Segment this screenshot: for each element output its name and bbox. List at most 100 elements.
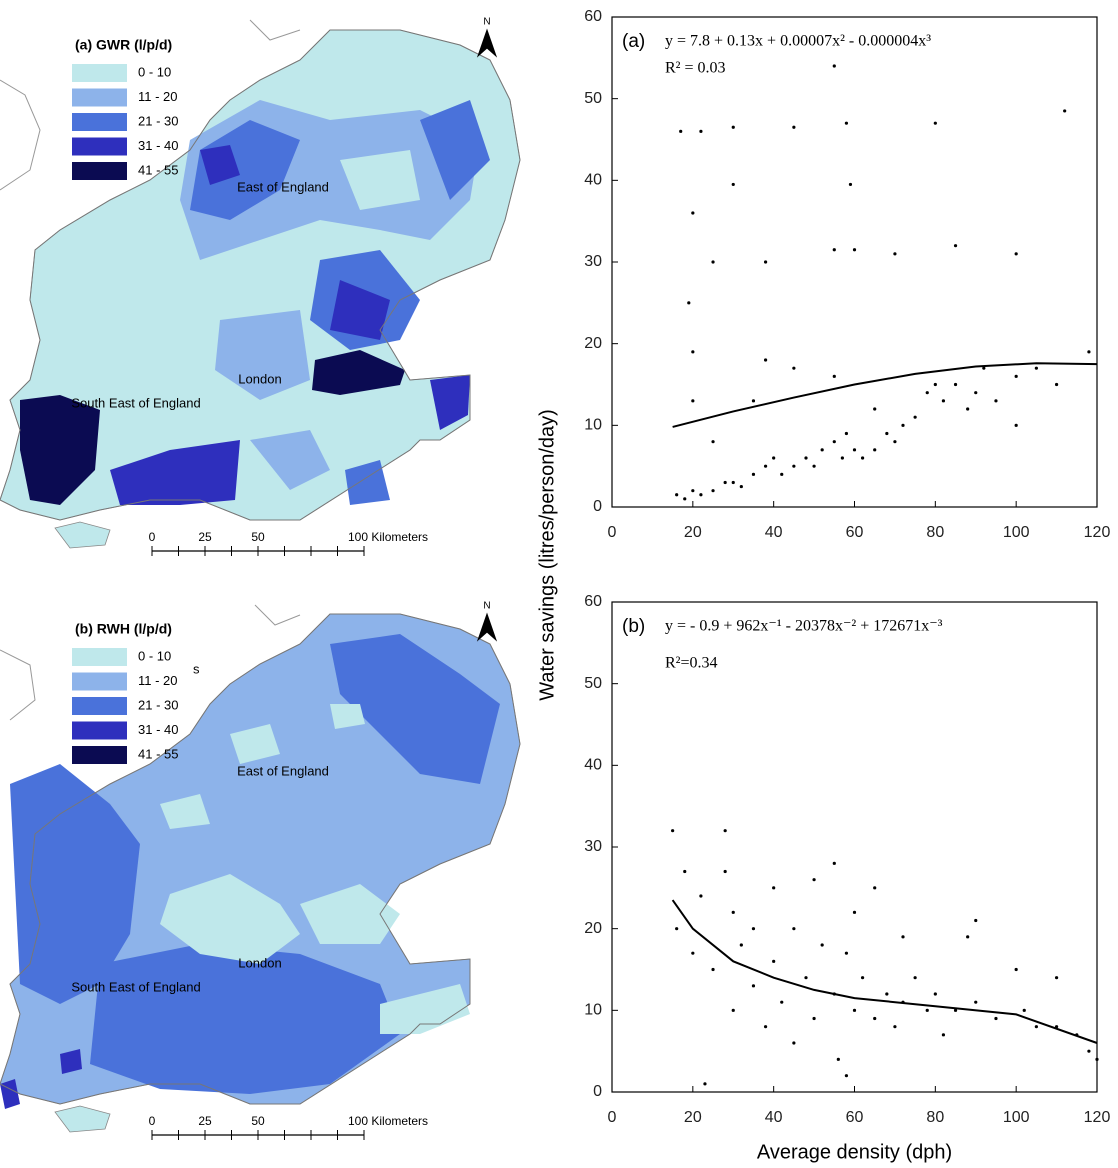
point <box>792 1041 796 1045</box>
y-tick-label: 0 <box>593 1083 602 1100</box>
point <box>901 423 905 427</box>
equation: y = - 0.9 + 962x⁻¹ - 20378x⁻² + 172671x⁻… <box>665 618 943 635</box>
legend-swatch <box>72 746 127 764</box>
point <box>848 182 853 187</box>
legend-title: (b) RWH (l/p/d) <box>75 621 172 637</box>
point <box>966 407 970 411</box>
map-area <box>300 884 400 944</box>
legend-swatch <box>72 88 127 107</box>
point <box>844 121 849 125</box>
point <box>953 1008 958 1012</box>
region-label: East of England <box>237 179 329 194</box>
point <box>723 480 727 485</box>
point <box>763 260 768 264</box>
legend-label: 31 - 40 <box>138 722 178 737</box>
point <box>739 943 743 947</box>
x-tick-label: 100 <box>1003 1109 1030 1126</box>
y-tick-label: 40 <box>584 172 602 189</box>
y-tick-label: 30 <box>584 838 602 855</box>
y-tick-label: 0 <box>593 498 602 515</box>
point <box>1087 1049 1091 1053</box>
point <box>1054 382 1059 387</box>
map-area <box>312 350 405 395</box>
point <box>974 1000 978 1004</box>
r-squared: R²=0.34 <box>665 655 718 672</box>
point <box>1054 976 1059 980</box>
point <box>832 64 836 68</box>
y-tick-label: 50 <box>584 90 602 107</box>
map: (b) RWH (l/p/d) 0 - 10 11 - 20 21 - 30 31 - … <box>0 601 521 1140</box>
x-tick-label: 60 <box>846 524 864 541</box>
x-tick-label: 0 <box>608 524 617 541</box>
point <box>994 399 998 403</box>
point <box>832 861 836 865</box>
map: (a) GWR (l/p/d) 0 - 10 11 - 20 21 - 30 31 - … <box>0 17 521 556</box>
point <box>844 951 849 955</box>
point <box>844 431 849 436</box>
point <box>703 1082 707 1086</box>
legend-label: 41 - 55 <box>138 162 178 177</box>
map-outline <box>0 29 521 521</box>
point <box>691 350 695 354</box>
map-area <box>110 440 240 505</box>
point <box>691 489 695 493</box>
point <box>885 992 889 996</box>
legend-label: 21 - 30 <box>138 697 178 712</box>
panel-label: (b) <box>622 616 645 637</box>
point <box>941 399 946 403</box>
legend-swatch <box>72 697 127 715</box>
north-label: N <box>483 17 490 28</box>
point <box>820 943 824 947</box>
point <box>1095 1057 1099 1061</box>
point <box>1087 350 1091 354</box>
north-arrow <box>476 612 498 642</box>
point <box>731 182 735 187</box>
point <box>731 480 735 485</box>
y-tick-label: 20 <box>584 920 602 937</box>
point <box>941 1033 946 1037</box>
point <box>739 484 743 489</box>
point <box>933 992 937 996</box>
point <box>974 391 978 395</box>
x-tick-label: 40 <box>765 1109 783 1126</box>
legend-label: 31 - 40 <box>138 138 178 153</box>
map-area <box>215 310 310 400</box>
point <box>1014 374 1018 378</box>
point <box>885 431 889 436</box>
legend-swatch <box>72 721 127 740</box>
y-axis-label: Water savings (litres/person/day) <box>536 409 558 701</box>
point <box>699 493 703 497</box>
point <box>873 407 877 411</box>
point <box>913 415 917 419</box>
point <box>804 456 808 460</box>
point <box>1034 366 1038 370</box>
y-tick-label: 10 <box>584 417 602 434</box>
map-area <box>430 375 470 430</box>
point <box>675 927 679 931</box>
point <box>820 448 824 452</box>
point <box>691 399 695 403</box>
map-island <box>54 521 111 549</box>
point <box>994 1016 998 1021</box>
legend-swatch <box>72 672 127 691</box>
point <box>812 878 816 882</box>
map-area <box>345 460 390 505</box>
point <box>792 464 796 468</box>
boundary-lines <box>0 19 301 721</box>
point <box>840 456 844 460</box>
point <box>852 910 857 914</box>
point <box>852 248 857 252</box>
point <box>1014 423 1018 427</box>
region-label: London <box>238 955 281 970</box>
point <box>812 1016 816 1021</box>
region-label: South East of England <box>71 979 200 994</box>
point <box>711 967 715 972</box>
point <box>679 129 683 133</box>
legend-swatch <box>72 113 127 131</box>
legend-label: 11 - 20 <box>138 89 178 104</box>
map-area <box>230 724 280 764</box>
x-tick-label: 120 <box>1084 524 1111 541</box>
point <box>751 399 756 403</box>
point <box>751 472 756 476</box>
point <box>953 244 958 248</box>
